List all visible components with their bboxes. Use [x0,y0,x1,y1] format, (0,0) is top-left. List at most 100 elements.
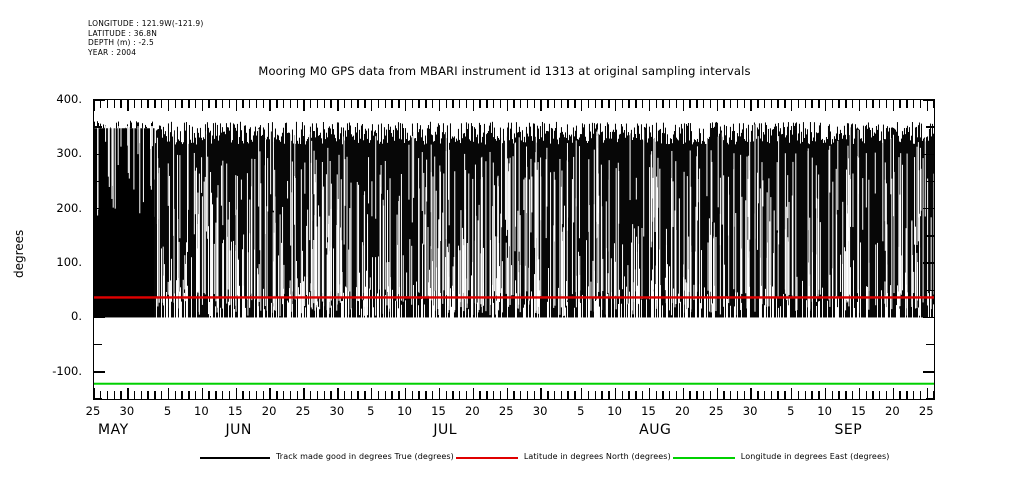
x-tick [235,388,237,399]
x-tick [662,100,664,108]
plot-canvas [94,100,934,399]
x-tick [215,391,217,399]
x-tick [831,391,834,399]
legend-label: Track made good in degrees True (degrees… [276,452,454,461]
x-tick-label: 25 [498,404,514,418]
x-tick [425,100,427,108]
x-tick [411,391,414,399]
month-label-jul: JUL [433,422,458,438]
x-tick [702,391,705,399]
x-tick [865,391,867,399]
x-tick [316,100,319,108]
x-tick [479,100,481,108]
x-tick [161,391,163,399]
x-tick [804,100,806,108]
x-tick-label: 5 [367,404,375,418]
x-tick [282,391,285,399]
x-tick [506,388,508,399]
plot-area [93,99,935,400]
x-tick [513,100,515,108]
x-tick-label: 30 [532,404,548,418]
x-tick [736,391,739,399]
x-tick [628,391,630,399]
x-tick [933,391,934,399]
y-tick [94,371,105,373]
x-tick [411,100,414,108]
x-tick [181,100,183,108]
x-tick [533,100,535,108]
x-tick [452,391,454,399]
x-tick [255,100,258,108]
x-tick [404,100,407,111]
x-tick [770,391,773,399]
x-tick [642,100,644,108]
x-tick [540,388,542,399]
x-tick [323,100,325,108]
x-tick [296,391,298,399]
y-tick [923,316,934,319]
x-tick [628,100,630,108]
x-tick [303,388,305,399]
x-tick [648,100,651,111]
x-tick [635,100,637,108]
x-tick [709,391,712,399]
x-tick [316,391,319,399]
x-tick [919,100,922,108]
x-tick [364,391,366,399]
x-tick [208,100,210,108]
x-tick [249,100,251,108]
x-tick-label: 25 [708,404,724,418]
month-label-sep: SEP [834,422,863,438]
x-tick [113,391,115,399]
x-tick-label: 20 [885,404,900,418]
x-tick [912,100,915,108]
x-tick [371,388,373,399]
x-tick-label: 15 [227,404,243,418]
x-tick [445,391,447,399]
x-tick [621,100,624,108]
y-tick-label: 300. [56,146,82,161]
x-tick [838,391,840,399]
x-tick [323,391,325,399]
x-tick [357,100,359,108]
y-tick [94,398,102,399]
x-tick [547,100,549,108]
x-tick-label: 5 [577,404,585,418]
x-tick [499,391,502,399]
x-tick [337,388,339,399]
x-tick [194,100,197,108]
x-tick [249,391,251,399]
x-tick [879,391,881,399]
legend-swatch [455,457,518,459]
x-tick [120,100,122,108]
x-tick [445,100,447,108]
x-tick [337,100,339,111]
x-tick [574,100,576,108]
x-tick [675,391,678,399]
x-tick [154,100,156,108]
x-tick [587,391,590,399]
x-tick [892,100,895,111]
y-tick [923,100,934,101]
x-tick [486,391,488,399]
y-tick [923,208,934,210]
x-tick [614,388,617,399]
x-tick [845,391,847,399]
x-tick [425,391,427,399]
x-tick [899,391,901,399]
y-tick [94,316,105,319]
metadata-latitude: LATITUDE : 36.8N [88,28,158,38]
x-tick [777,391,779,399]
x-tick-label: 10 [397,404,412,418]
y-tick-label: 400. [56,92,82,106]
chart-legend: Track made good in degrees True (degrees… [0,450,1009,466]
x-tick [581,388,583,399]
x-tick [601,100,603,108]
x-tick [228,100,231,108]
x-tick [492,100,495,108]
x-tick [452,100,454,108]
x-tick-label: 10 [194,404,209,418]
x-tick [404,388,407,399]
x-tick [560,391,563,399]
metadata-longitude: LONGITUDE : 121.9W(-121.9) [88,19,204,28]
